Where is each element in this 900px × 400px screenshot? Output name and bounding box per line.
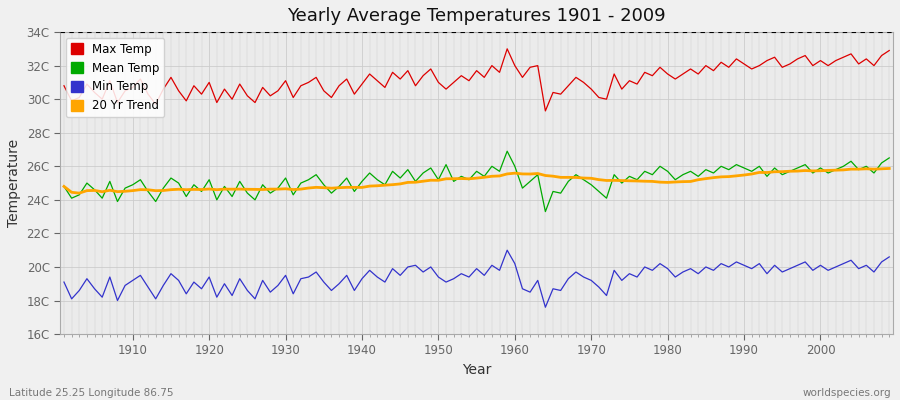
Legend: Max Temp, Mean Temp, Min Temp, 20 Yr Trend: Max Temp, Mean Temp, Min Temp, 20 Yr Tre… bbox=[66, 38, 164, 117]
X-axis label: Year: Year bbox=[462, 363, 491, 377]
Text: worldspecies.org: worldspecies.org bbox=[803, 388, 891, 398]
Title: Yearly Average Temperatures 1901 - 2009: Yearly Average Temperatures 1901 - 2009 bbox=[287, 7, 666, 25]
Text: Latitude 25.25 Longitude 86.75: Latitude 25.25 Longitude 86.75 bbox=[9, 388, 174, 398]
Y-axis label: Temperature: Temperature bbox=[7, 139, 21, 227]
